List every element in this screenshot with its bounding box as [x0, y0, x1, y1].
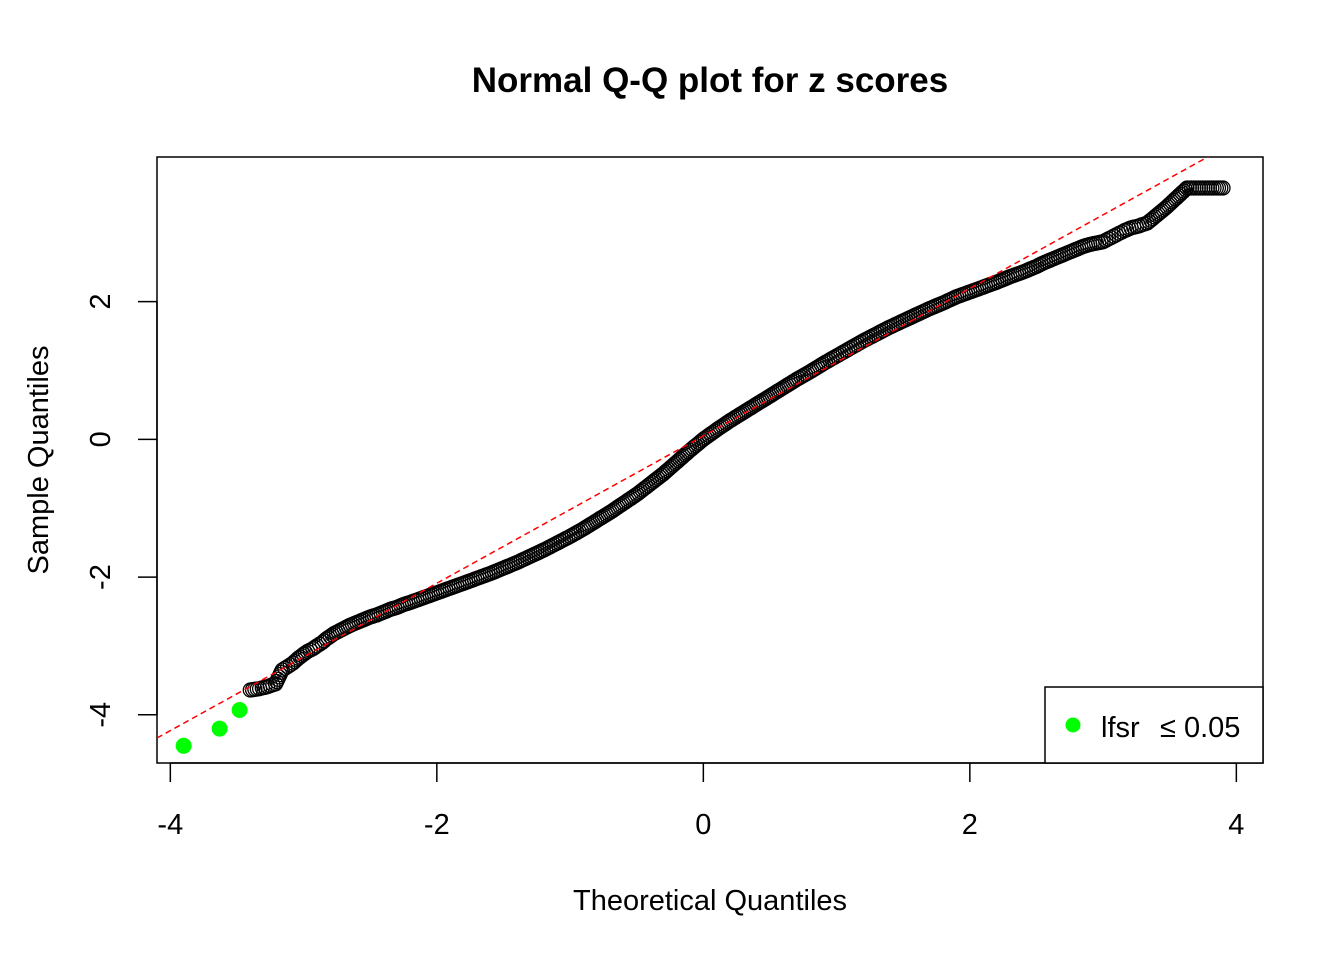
significant-point — [231, 701, 248, 718]
data-point — [1215, 180, 1231, 196]
x-tick-label: 4 — [1228, 809, 1244, 841]
x-tick-label: 0 — [695, 809, 711, 841]
legend-condition: ≤ 0.05 — [1160, 712, 1240, 744]
y-tick-label: 0 — [85, 431, 117, 447]
data-point — [646, 473, 662, 489]
data-point — [630, 485, 647, 501]
points-layer — [175, 180, 1231, 754]
y-tick-label: 2 — [85, 294, 117, 310]
data-point — [648, 472, 664, 488]
y-tick-label: -4 — [85, 702, 117, 728]
data-point — [629, 486, 645, 503]
x-tick-label: -2 — [424, 809, 450, 841]
y-axis: -4 -2 0 2 — [85, 294, 158, 728]
data-point — [634, 482, 651, 498]
x-tick-label: -4 — [157, 809, 183, 841]
data-point — [642, 476, 658, 492]
data-point — [689, 436, 706, 452]
data-point — [640, 477, 656, 494]
legend-label: lfsr — [1101, 712, 1140, 744]
x-tick-label: 2 — [962, 809, 978, 841]
legend-box — [1044, 686, 1264, 764]
chart-title: Normal Q-Q plot for z scores — [472, 61, 948, 100]
reference-line-layer — [157, 157, 1210, 739]
data-point — [297, 645, 314, 661]
data-point — [636, 480, 652, 497]
reference-line — [157, 157, 1210, 739]
legend: lfsr ≤ 0.05 — [1044, 686, 1264, 764]
data-point — [644, 474, 660, 491]
legend-marker — [1065, 717, 1081, 733]
x-axis: -4 -2 0 2 4 — [157, 762, 1244, 841]
data-point — [632, 483, 649, 500]
significant-point — [175, 737, 192, 754]
y-axis-title: Sample Quantiles — [23, 346, 55, 575]
y-tick-label: -2 — [85, 564, 117, 590]
data-point — [638, 479, 654, 495]
significant-point — [211, 720, 228, 737]
x-axis-title: Theoretical Quantiles — [573, 885, 847, 917]
